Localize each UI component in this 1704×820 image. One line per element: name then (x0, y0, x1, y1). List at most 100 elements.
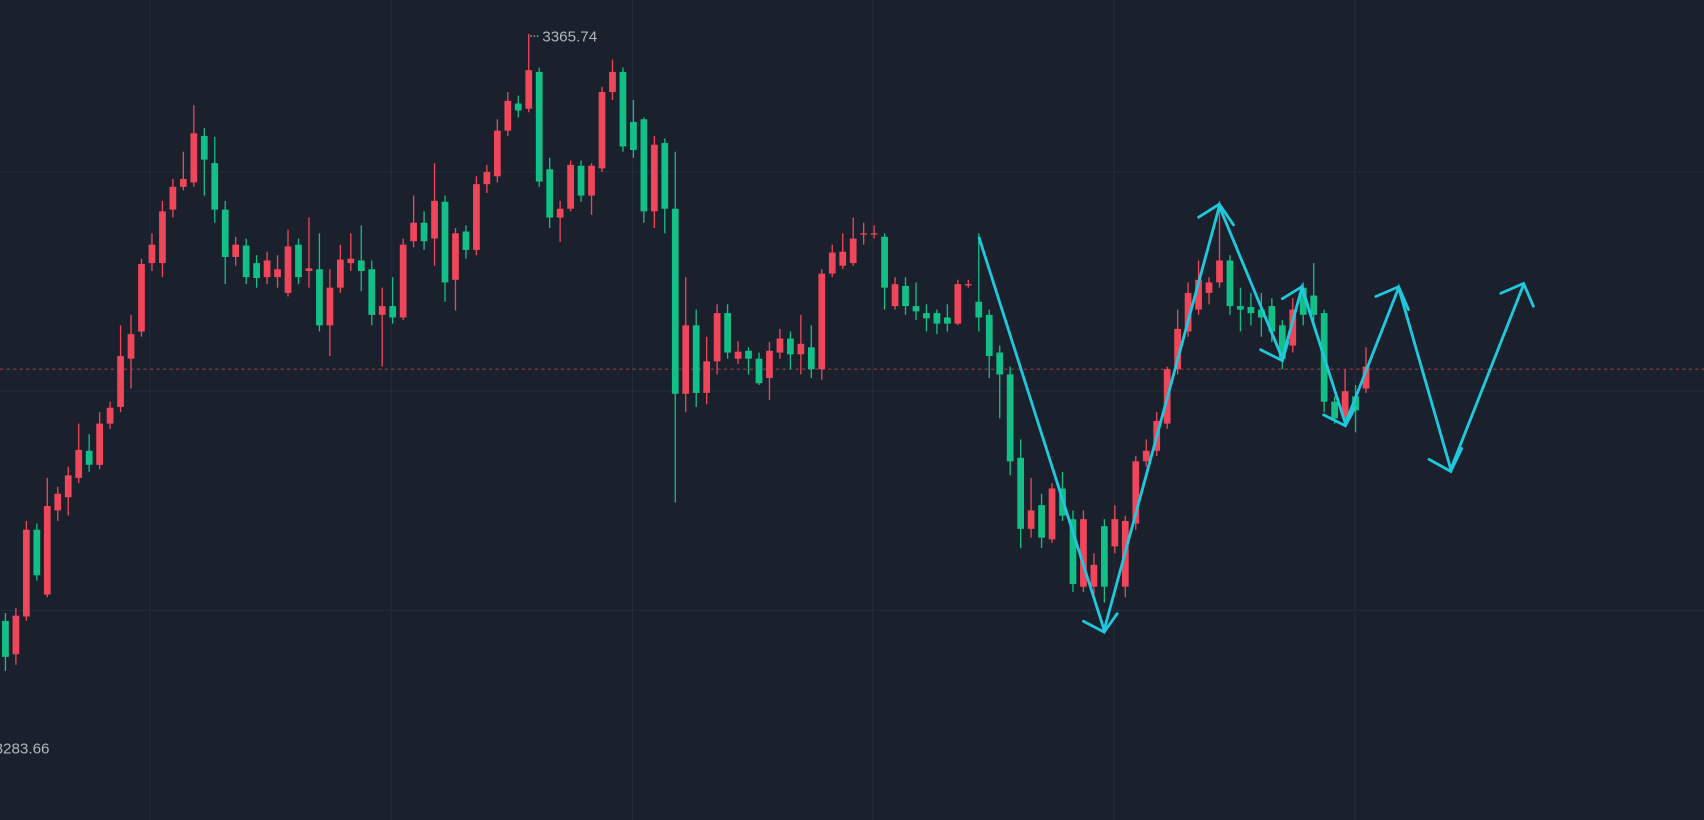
candle-body (1341, 391, 1349, 419)
candle-body (221, 209, 229, 257)
candle-body (891, 284, 899, 307)
candle-body (1310, 295, 1318, 315)
candle-body (22, 529, 30, 617)
candle-body (912, 306, 920, 312)
candle-body (703, 361, 711, 393)
candle-body (1090, 564, 1098, 587)
candle-body (818, 273, 826, 370)
candle-body (85, 450, 93, 465)
candle-body (336, 259, 344, 288)
candle-body (514, 103, 522, 111)
candle-body (1289, 309, 1297, 346)
candle-body (954, 284, 962, 324)
candle-body (745, 350, 752, 359)
candle-body (462, 231, 470, 250)
candle-body (473, 184, 480, 250)
candle-body (169, 186, 177, 210)
candle-body (378, 306, 386, 315)
arrow-head (1322, 405, 1357, 428)
candle-body (1237, 306, 1244, 310)
candle-body (12, 615, 20, 655)
candle-body (1101, 526, 1108, 587)
candle-body (535, 71, 543, 182)
candle-body (211, 163, 219, 210)
low-label: 3283.66 (0, 741, 49, 758)
candle-body (1048, 488, 1056, 540)
candle-body (619, 71, 627, 147)
candle-body (661, 142, 669, 209)
candle-body (1038, 505, 1045, 538)
candle-body (305, 268, 313, 271)
candle-body (127, 334, 135, 359)
candle-body (316, 269, 323, 326)
candle-body (263, 260, 271, 278)
candle-body (347, 258, 355, 264)
candle-body (828, 252, 836, 274)
candle-body (902, 285, 909, 307)
candle-body (179, 178, 187, 187)
candle-body (1299, 287, 1307, 315)
candle-body (274, 269, 281, 278)
candle-body (692, 325, 700, 393)
candle-body (598, 92, 606, 169)
candle-body (253, 263, 260, 279)
candle-body (1195, 279, 1202, 310)
candle-body (839, 251, 847, 266)
arrow-head (1280, 284, 1309, 306)
candle-body (964, 284, 972, 286)
candle-body (410, 222, 417, 242)
candle-body (556, 208, 564, 218)
candle-body (630, 121, 637, 150)
candle-body (43, 506, 51, 595)
candle-body (389, 306, 397, 318)
drawing-zigzag (977, 201, 1535, 635)
candle-body (1027, 510, 1035, 529)
candle-body (1247, 306, 1255, 314)
candle-body (650, 144, 658, 212)
candle-body (483, 171, 491, 185)
candle-body (64, 475, 72, 498)
candle-body (96, 423, 103, 465)
candle-body (1174, 328, 1182, 370)
candle-body (368, 269, 376, 315)
candle-body (138, 263, 145, 332)
high-label: 3365.74 (542, 28, 597, 45)
candle-body (849, 238, 857, 264)
candle-body (1257, 309, 1265, 318)
candle-body (546, 169, 554, 218)
candle-body (797, 343, 805, 355)
candle-body (148, 244, 156, 264)
candle-body (755, 358, 763, 384)
candle-body (975, 301, 983, 318)
candle-body (242, 245, 250, 278)
candle-body (295, 244, 302, 278)
candle-body (640, 119, 648, 212)
arrow-head (1427, 447, 1464, 474)
labels: 3365.74 3283.66 (0, 28, 597, 757)
candle-body (671, 208, 679, 394)
candle-body (923, 313, 930, 319)
horizontal-grid (0, 171, 1704, 611)
candle-body (1069, 519, 1077, 585)
candle-body (870, 233, 878, 235)
candle-body (1132, 461, 1140, 524)
candle-body (431, 200, 438, 239)
candle-body (452, 233, 459, 280)
candle-body (1184, 292, 1192, 332)
candle-body (200, 135, 208, 160)
candle-body (1017, 457, 1025, 529)
candle-body (985, 314, 993, 357)
candle-body (1216, 260, 1223, 283)
candle-body (807, 347, 815, 370)
candle-body (1205, 282, 1213, 293)
candle-body (420, 222, 428, 242)
candle-body (1080, 519, 1087, 587)
candle-body (766, 350, 773, 378)
candle-body (1278, 325, 1286, 359)
candle-body (588, 165, 595, 196)
candle-body (2, 620, 9, 657)
candle-body (159, 211, 166, 264)
candle-body (357, 260, 365, 271)
